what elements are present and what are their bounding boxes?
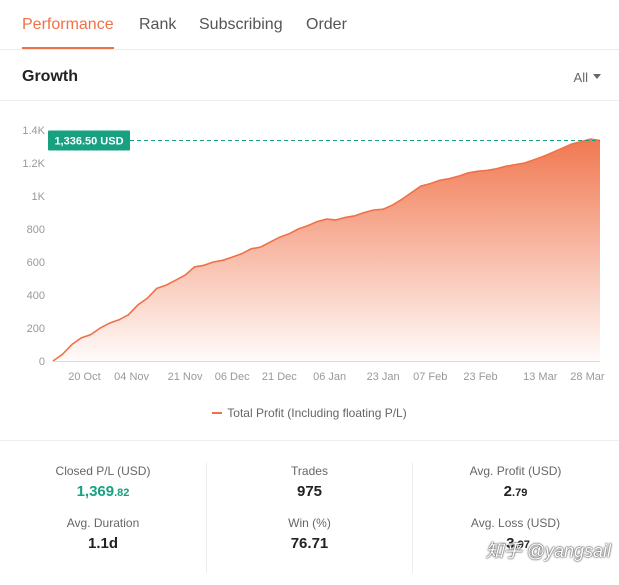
caret-down-icon (593, 74, 601, 79)
y-tick-label: 1K (32, 191, 46, 203)
stat-label-avg-loss: Avg. Loss (USD) (470, 516, 561, 530)
growth-title: Growth (22, 68, 78, 85)
legend-swatch (212, 411, 223, 414)
stats-column: Trades 975 Win (%) 76.71 (206, 463, 412, 573)
stat-value-avg-profit: 2.79 (413, 483, 618, 500)
stat-value-trades: 975 (296, 483, 323, 500)
growth-chart-svg: 0 200 400 600 800 1K 1.2K 1.4K 20 Oct 04 Nov 21 No… (22, 125, 605, 383)
stat-label-trades: Trades (291, 464, 328, 478)
x-tick-label: 28 Mar (570, 371, 605, 383)
tab-bar: Performance Rank Subscribing Order (0, 0, 619, 50)
x-tick-label: 06 Jan (313, 371, 346, 383)
y-tick-label: 0 (39, 356, 45, 368)
stat-label-closed-pl: Closed P/L (USD) (55, 464, 151, 478)
tab-performance[interactable]: Performance (22, 16, 114, 33)
watermark: 知乎 @yangsail (485, 541, 611, 561)
y-tick-label: 1.4K (22, 125, 45, 137)
y-tick-label: 400 (27, 290, 45, 302)
growth-header: Growth All (0, 51, 619, 101)
stat-value-dec: .97 (514, 539, 530, 551)
stat-value-int: 1,369 (76, 483, 115, 500)
series-area (53, 139, 600, 361)
range-select-value: All (573, 70, 588, 85)
divider (0, 440, 619, 441)
current-value-label: 1,336.50 USD (54, 135, 123, 147)
stat-value-dec: .79 (512, 487, 528, 499)
stat-value-closed-pl: 1,369.82 (0, 483, 206, 500)
x-tick-label: 07 Feb (413, 371, 447, 383)
y-tick-label: 600 (27, 257, 45, 269)
tab-subscribing[interactable]: Subscribing (199, 16, 283, 33)
x-tick-label: 23 Feb (463, 371, 497, 383)
current-value-badge (48, 130, 130, 151)
x-tick-label: 06 Dec (215, 371, 250, 383)
y-tick-label: 200 (27, 323, 45, 335)
stats-panel: Closed P/L (USD) 1,369.82 Avg. Duration … (0, 441, 619, 585)
stats-column: Closed P/L (USD) 1,369.82 Avg. Duration … (0, 463, 206, 573)
series-line (52, 138, 601, 362)
y-tick-label: 800 (27, 224, 45, 236)
x-tick-label: 21 Nov (168, 371, 203, 383)
tab-rank[interactable]: Rank (139, 16, 177, 33)
active-tab-indicator (22, 47, 114, 49)
stat-value-int: 2 (503, 483, 513, 500)
stat-label-avg-duration: Avg. Duration (66, 516, 140, 530)
stat-value-avg-duration: 1.1d (87, 535, 118, 552)
range-select[interactable]: All (574, 70, 601, 85)
stat-value-avg-loss: -3.97 (413, 535, 618, 552)
x-tick-label: 23 Jan (367, 371, 400, 383)
stat-value-win: 76.71 (290, 535, 329, 552)
legend-label: Total Profit (Including floating P/L) (227, 406, 407, 420)
tab-order[interactable]: Order (306, 16, 347, 33)
growth-chart: 0 200 400 600 800 1K 1.2K 1.4K 20 Oct 04 Nov 21 No… (0, 102, 619, 440)
x-tick-label: 13 Mar (523, 371, 558, 383)
chart-legend[interactable]: Total Profit (Including floating P/L) (0, 406, 619, 420)
y-tick-label: 1.2K (22, 158, 45, 170)
stat-label-avg-profit: Avg. Profit (USD) (469, 464, 562, 478)
x-tick-label: 21 Dec (262, 371, 297, 383)
stat-value-int: -3 (501, 535, 515, 552)
stat-value-dec: .82 (114, 487, 130, 499)
x-tick-label: 20 Oct (68, 371, 100, 383)
stats-column: Avg. Profit (USD) 2.79 Avg. Loss (USD) -… (412, 463, 618, 573)
x-tick-label: 04 Nov (114, 371, 149, 383)
stat-label-win: Win (%) (288, 516, 331, 530)
